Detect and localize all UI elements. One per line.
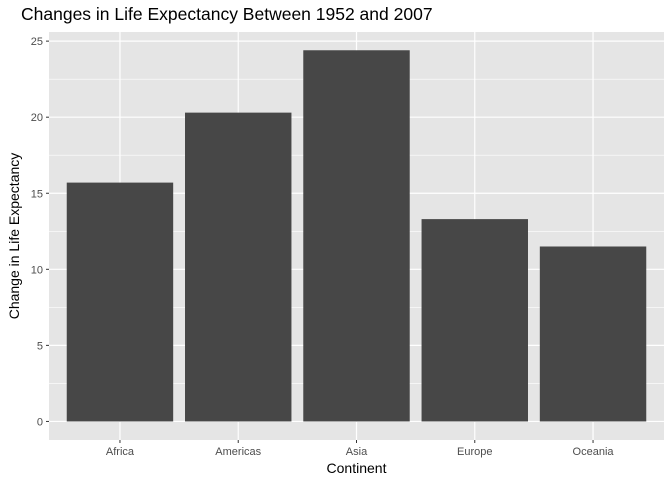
x-tick-label: Americas [215, 446, 261, 458]
x-tick-label: Asia [346, 446, 368, 458]
y-axis: 0 5 10 15 20 25 [31, 36, 49, 428]
x-tick-label: Europe [457, 446, 492, 458]
y-tick-label: 10 [31, 264, 43, 276]
y-tick-label: 0 [37, 416, 43, 428]
bar-americas [185, 112, 292, 422]
y-axis-title: Change in Life Expectancy [6, 153, 22, 320]
x-axis: Africa Americas Asia Europe Oceania [106, 440, 615, 458]
bar-europe [421, 219, 528, 422]
y-tick-label: 25 [31, 36, 43, 48]
y-tick-label: 15 [31, 188, 43, 200]
y-tick-label: 20 [31, 112, 43, 124]
x-axis-title: Continent [327, 460, 387, 476]
chart-title: Changes in Life Expectancy Between 1952 … [21, 4, 433, 24]
bar-oceania [539, 246, 647, 422]
bar-africa [66, 182, 174, 422]
y-tick-label: 5 [37, 340, 43, 352]
x-tick-label: Africa [106, 446, 135, 458]
bar-asia [303, 50, 410, 422]
bars [66, 50, 647, 422]
x-tick-label: Oceania [573, 446, 615, 458]
